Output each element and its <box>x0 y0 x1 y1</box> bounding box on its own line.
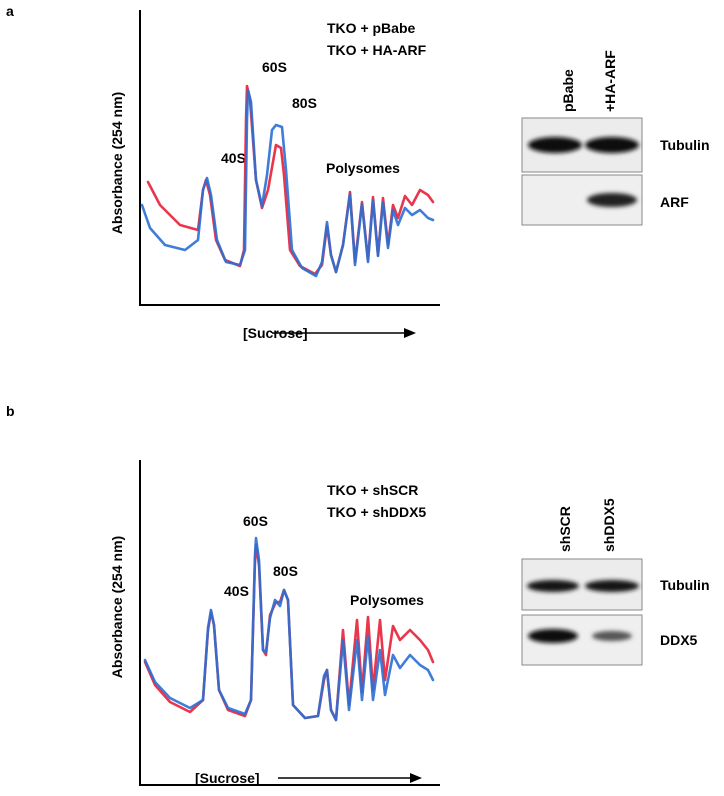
band <box>528 629 578 643</box>
legend-entry: TKO + shSCR <box>327 482 418 498</box>
profile-curve <box>140 88 435 278</box>
panel-b: b Absorbance (254 nm) [Sucrose] TKO + sh… <box>6 403 710 786</box>
peak-label: 40S <box>221 150 246 166</box>
profile-curve <box>143 536 435 722</box>
y-axis-label: Absorbance (254 nm) <box>109 92 125 234</box>
band <box>587 193 637 207</box>
peak-label: Polysomes <box>350 592 424 608</box>
band <box>528 137 582 153</box>
peak-label: 80S <box>273 563 298 579</box>
western-blot: shSCR shDDX5 Tubulin DDX5 <box>521 498 710 666</box>
peak-label: 60S <box>243 513 268 529</box>
band <box>585 137 639 153</box>
lane-label: shSCR <box>557 506 573 552</box>
row-label: ARF <box>660 194 689 210</box>
band <box>585 580 639 592</box>
arrow-head <box>404 328 416 338</box>
legend-entry: TKO + shDDX5 <box>327 504 426 520</box>
peak-label: 40S <box>224 583 249 599</box>
panel-a: a Absorbance (254 nm) [Sucrose] TKO + pB… <box>6 3 710 341</box>
band <box>527 580 579 592</box>
row-label: Tubulin <box>660 577 710 593</box>
peak-label: Polysomes <box>326 160 400 176</box>
peak-label: 60S <box>262 59 287 75</box>
lane-label: shDDX5 <box>601 498 617 552</box>
arrow-head <box>410 773 422 783</box>
lane-label: pBabe <box>560 69 576 112</box>
lane-label: +HA-ARF <box>602 50 618 112</box>
row-label: DDX5 <box>660 632 698 648</box>
y-axis-label: Absorbance (254 nm) <box>109 536 125 678</box>
x-axis-label: [Sucrose] <box>195 770 260 786</box>
peak-label: 80S <box>292 95 317 111</box>
row-label: Tubulin <box>660 137 710 153</box>
band <box>592 631 632 641</box>
western-blot: pBabe +HA-ARF Tubulin ARF <box>521 50 710 226</box>
panel-label: a <box>6 3 14 19</box>
panel-label: b <box>6 403 15 419</box>
legend-entry: TKO + pBabe <box>327 20 416 36</box>
legend-entry: TKO + HA-ARF <box>327 42 427 58</box>
